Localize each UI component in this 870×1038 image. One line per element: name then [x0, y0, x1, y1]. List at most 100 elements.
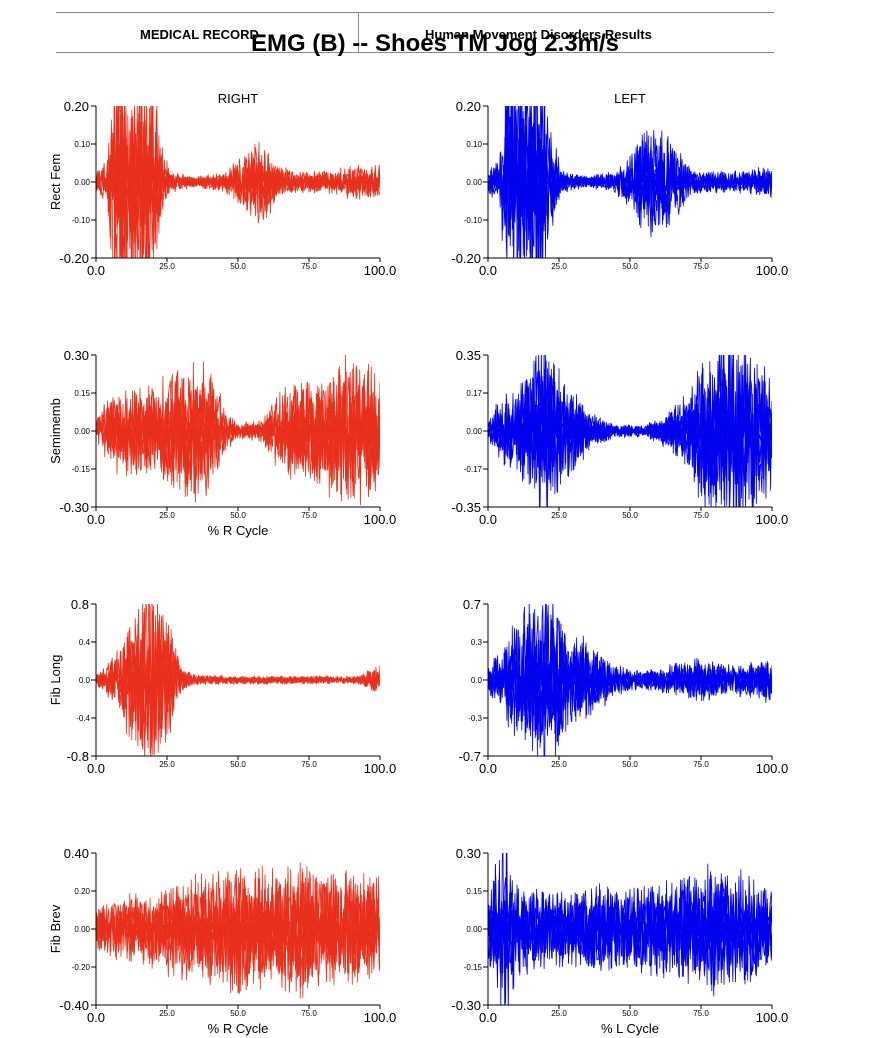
emg-plot-fib-brev-left: 0.30 0.15 0.00 -0.15 -0.300.0 25.0 50.0 75.0 100…: [451, 846, 789, 1036]
x-tick-label: 75.0: [693, 760, 709, 769]
emg-plot-fib-long-right: 0.80.40.0-0.4-0.80.0 25.0 50.0 75.0 100.0Fib…: [48, 597, 397, 776]
x-tick-label: 0.0: [87, 263, 105, 278]
y-tick-label: -0.15: [464, 963, 483, 972]
x-axis-label: % L Cycle: [601, 1021, 659, 1036]
y-tick-label: -0.35: [451, 500, 481, 515]
series-trace: [96, 371, 380, 503]
x-tick-label: 50.0: [230, 511, 246, 520]
x-tick-label: 0.0: [87, 1010, 105, 1025]
header-rule-top: [56, 12, 774, 13]
header-left-label: MEDICAL RECORD: [140, 27, 259, 42]
x-tick-label: 25.0: [159, 760, 175, 769]
series-trace: [488, 605, 772, 756]
y-tick-label: 0.20: [74, 887, 90, 896]
y-tick-label: 0.10: [74, 140, 90, 149]
header-divider: [358, 12, 359, 52]
x-tick-label: 100.0: [756, 1010, 789, 1025]
x-tick-label: 100.0: [364, 512, 397, 527]
y-tick-label: 0.00: [466, 178, 482, 187]
trace-group: [96, 862, 380, 999]
y-tick-label: 0.17: [466, 389, 482, 398]
x-tick-label: 50.0: [622, 760, 638, 769]
x-tick-label: 100.0: [756, 263, 789, 278]
y-tick-label: 0.4: [79, 638, 91, 647]
y-tick-label: -0.15: [72, 465, 91, 474]
x-tick-label: 50.0: [622, 511, 638, 520]
x-tick-label: 25.0: [551, 262, 567, 271]
x-tick-label: 0.0: [87, 512, 105, 527]
series-trace: [488, 355, 772, 507]
x-tick-label: 75.0: [693, 1009, 709, 1018]
y-tick-label: 0.0: [79, 676, 91, 685]
y-tick-label: 0.15: [466, 887, 482, 896]
y-tick-label: 0.30: [456, 846, 481, 861]
y-tick-label: 0.00: [466, 427, 482, 436]
x-tick-label: 0.0: [479, 1010, 497, 1025]
y-tick-label: 0.10: [466, 140, 482, 149]
header-right-label: Human Movement Disorders Results: [425, 27, 652, 42]
series-trace: [488, 106, 772, 258]
y-tick-label: -0.7: [459, 749, 481, 764]
y-tick-label: 0.30: [64, 348, 89, 363]
y-tick-label: -0.3: [468, 714, 482, 723]
column-title-left: LEFT: [614, 91, 646, 106]
muscle-label: Rect Fem: [48, 154, 63, 210]
trace-group: [488, 604, 772, 756]
series-trace: [96, 365, 380, 498]
y-tick-label: -0.20: [72, 963, 91, 972]
y-tick-label: 0.00: [466, 925, 482, 934]
emg-plot-fib-long-left: 0.70.30.0-0.3-0.70.0 25.0 50.0 75.0 100.0: [459, 597, 789, 776]
emg-plot-rect-fem-left: 0.20 0.10 0.00 -0.10 -0.200.0 25.0 50.0 75.0 100…: [451, 99, 789, 278]
x-tick-label: 25.0: [159, 262, 175, 271]
y-tick-label: 0.8: [71, 597, 89, 612]
x-tick-label: 75.0: [301, 262, 317, 271]
header-rule-bottom: [56, 52, 774, 53]
trace-group: [96, 604, 380, 756]
x-tick-label: 75.0: [693, 262, 709, 271]
x-tick-label: 50.0: [622, 262, 638, 271]
x-tick-label: 75.0: [301, 1009, 317, 1018]
x-tick-label: 25.0: [551, 1009, 567, 1018]
x-tick-label: 100.0: [364, 1010, 397, 1025]
trace-group: [488, 106, 772, 258]
x-tick-label: 25.0: [551, 760, 567, 769]
muscle-label: Semimemb: [48, 398, 63, 464]
series-trace: [488, 853, 772, 1005]
x-tick-label: 25.0: [159, 1009, 175, 1018]
x-tick-label: 75.0: [301, 511, 317, 520]
y-tick-label: 0.00: [74, 178, 90, 187]
y-tick-label: 0.00: [74, 427, 90, 436]
y-tick-label: -0.10: [464, 216, 483, 225]
y-tick-label: 0.3: [471, 638, 483, 647]
series-trace: [96, 106, 380, 258]
x-tick-label: 0.0: [479, 263, 497, 278]
x-tick-label: 100.0: [756, 761, 789, 776]
x-tick-label: 100.0: [364, 761, 397, 776]
x-axis-label: % R Cycle: [208, 523, 269, 538]
y-tick-label: -0.40: [59, 998, 89, 1013]
y-tick-label: 0.20: [64, 99, 89, 114]
y-tick-label: 0.40: [64, 846, 89, 861]
muscle-label: Fib Long: [48, 655, 63, 706]
y-tick-label: 0.35: [456, 348, 481, 363]
emg-plot-rect-fem-right: 0.20 0.10 0.00 -0.10 -0.200.0 25.0 50.0 75.0 100…: [48, 99, 397, 278]
y-tick-label: -0.4: [76, 714, 90, 723]
y-tick-label: 0.00: [74, 925, 90, 934]
x-tick-label: 50.0: [622, 1009, 638, 1018]
emg-plot-semimemb-right: 0.30 0.15 0.00 -0.15 -0.300.0 25.0 50.0 75.0 100…: [48, 348, 396, 538]
x-tick-label: 50.0: [230, 760, 246, 769]
emg-plot-semimemb-left: 0.35 0.17 0.00 -0.17 -0.350.0 25.0 50.0 75.0 100…: [451, 348, 788, 527]
x-tick-label: 0.0: [479, 512, 497, 527]
y-tick-label: -0.17: [464, 465, 483, 474]
y-tick-label: 0.15: [74, 389, 90, 398]
x-tick-label: 100.0: [364, 263, 397, 278]
x-tick-label: 75.0: [301, 760, 317, 769]
x-tick-label: 25.0: [551, 511, 567, 520]
x-tick-label: 25.0: [159, 511, 175, 520]
x-axis-label: % R Cycle: [208, 1021, 269, 1036]
y-tick-label: -0.20: [451, 251, 481, 266]
x-tick-label: 0.0: [87, 761, 105, 776]
trace-group: [488, 355, 772, 507]
trace-group: [96, 355, 380, 506]
y-tick-label: -0.20: [59, 251, 89, 266]
